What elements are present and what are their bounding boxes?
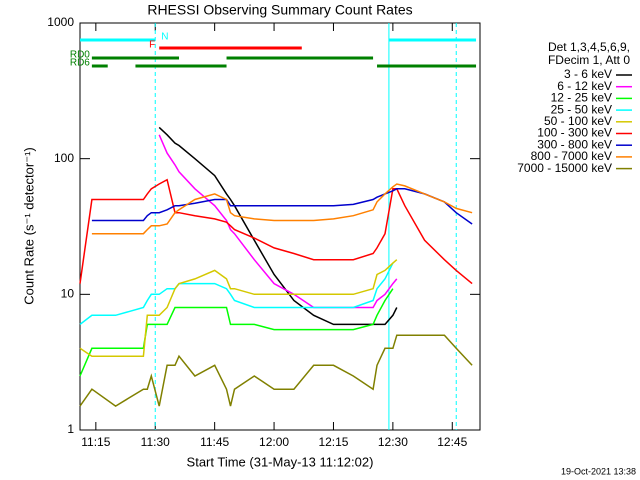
y-tick-label: 10 bbox=[61, 287, 75, 301]
series-line bbox=[79, 288, 394, 377]
x-tick-label: 11:30 bbox=[141, 435, 170, 449]
legend-label: 6 - 12 keV bbox=[557, 79, 612, 93]
x-axis-label: Start Time (31-May-13 11:12:02) bbox=[187, 454, 374, 469]
legend-label: 300 - 800 keV bbox=[537, 137, 612, 151]
series-line bbox=[79, 334, 473, 407]
legend-label: 3 - 6 keV bbox=[564, 67, 612, 81]
y-tick-label: 100 bbox=[54, 151, 74, 165]
series-line bbox=[91, 188, 473, 225]
flag-label: N bbox=[161, 32, 168, 43]
plot-frame bbox=[79, 22, 481, 431]
x-tick-label: 12:15 bbox=[318, 435, 348, 449]
series-line bbox=[91, 183, 473, 235]
legend-header: FDecim 1, Att 0 bbox=[548, 53, 630, 67]
y-tick-label: 1000 bbox=[47, 15, 74, 29]
flag-label: F bbox=[149, 40, 155, 51]
x-tick-label: 12:45 bbox=[437, 435, 467, 449]
series-line bbox=[79, 262, 394, 325]
x-tick-label: 12:30 bbox=[378, 435, 408, 449]
y-tick-label: 1 bbox=[67, 422, 74, 436]
legend-label: 12 - 25 keV bbox=[551, 91, 612, 105]
legend-label: 100 - 300 keV bbox=[537, 126, 612, 140]
x-tick-label: 11:15 bbox=[81, 435, 110, 449]
series-line bbox=[158, 134, 398, 309]
legend-header: Det 1,3,4,5,6,9, bbox=[548, 40, 630, 54]
x-tick-label: 11:45 bbox=[200, 435, 229, 449]
legend-label: 800 - 7000 keV bbox=[531, 149, 612, 163]
legend-label: 7000 - 15000 keV bbox=[517, 161, 612, 175]
footer: 19-Oct-2021 13:38 bbox=[561, 466, 636, 476]
chart-title: RHESSI Observing Summary Count Rates bbox=[147, 2, 412, 18]
legend-label: 50 - 100 keV bbox=[544, 114, 612, 128]
series-line bbox=[158, 126, 398, 326]
x-tick-label: 12:00 bbox=[259, 435, 289, 449]
legend-label: 25 - 50 keV bbox=[551, 102, 612, 116]
series-line bbox=[79, 259, 398, 357]
flag-label: RD6 bbox=[70, 58, 90, 69]
y-axis-label: Count Rate (s⁻¹ detector⁻¹) bbox=[21, 147, 36, 305]
flag-label: RD0 bbox=[70, 50, 90, 61]
